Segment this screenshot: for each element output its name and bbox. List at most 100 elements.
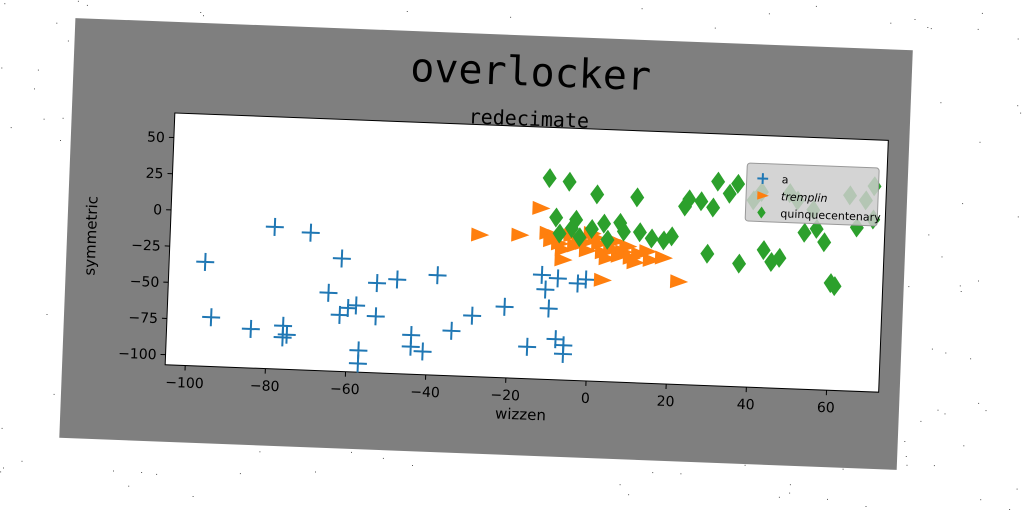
data-point-diamond <box>682 189 697 210</box>
noise-dot <box>1020 112 1022 114</box>
x-tick-label: −60 <box>330 381 360 398</box>
legend: a tremplin quinquecentenary <box>744 162 881 227</box>
x-tick-label: 0 <box>581 391 591 407</box>
noise-dot <box>789 492 791 494</box>
noise-dot <box>931 348 933 350</box>
data-point-plus <box>536 280 555 299</box>
data-point-diamond <box>549 207 564 228</box>
data-point-plus <box>348 354 367 373</box>
noise-dot <box>3 467 4 469</box>
noise-dot <box>927 27 929 28</box>
data-point-plus <box>265 217 284 236</box>
noise-dot <box>933 465 935 467</box>
data-point-plus <box>241 319 260 338</box>
data-point-diamond <box>584 218 599 239</box>
y-axis-ticks: 50 25 0 −25 −50 −75 −100 <box>118 130 174 363</box>
data-point-triangle-right <box>619 238 638 253</box>
data-point-triangle-right <box>532 200 551 215</box>
data-point-diamond <box>817 232 832 253</box>
noise-dot <box>1016 488 1018 490</box>
noise-dot <box>940 102 942 104</box>
noise-dot <box>842 468 844 470</box>
data-point-plus <box>442 321 461 340</box>
noise-dot <box>714 27 716 29</box>
noise-dot <box>62 117 64 119</box>
x-tick-label: −80 <box>250 378 280 395</box>
noise-dot <box>315 471 316 473</box>
legend-marker <box>757 191 769 200</box>
data-point-diamond <box>600 229 615 250</box>
data-point-triangle-right <box>669 274 689 289</box>
data-point-triangle-right <box>593 272 612 287</box>
data-point-plus <box>196 252 215 271</box>
noise-dot <box>351 451 352 453</box>
noise-dot <box>963 445 965 447</box>
data-point-plus <box>495 297 514 316</box>
data-point-diamond <box>722 183 737 204</box>
data-point-plus <box>301 223 320 242</box>
noise-dot <box>789 484 791 486</box>
noise-dot <box>141 472 143 473</box>
noise-dot <box>60 140 61 141</box>
noise-dot <box>21 460 23 462</box>
x-tick-label: 60 <box>817 400 835 417</box>
data-point-diamond <box>644 228 659 249</box>
data-point-diamond <box>732 253 747 274</box>
y-tick-label: 50 <box>147 130 165 147</box>
data-point-triangle-right <box>511 227 530 242</box>
noise-dot <box>192 496 194 497</box>
noise-dot <box>744 464 746 466</box>
data-point-plus <box>576 270 595 289</box>
y-tick-label: 0 <box>153 202 163 218</box>
noise-dot <box>619 484 621 486</box>
data-point-diamond <box>562 171 577 192</box>
data-point-diamond <box>827 276 842 297</box>
noise-dot <box>412 465 413 466</box>
x-tick-label: −40 <box>410 384 440 401</box>
data-point-triangle-right <box>470 227 490 242</box>
x-tick-label: −20 <box>490 387 520 404</box>
noise-dot <box>908 286 910 288</box>
noise-dot <box>941 256 943 258</box>
noise-dot <box>890 22 892 24</box>
data-point-diamond <box>630 187 645 208</box>
data-point-diamond <box>706 197 721 218</box>
data-point-plus <box>401 337 420 356</box>
noise-dot <box>962 203 964 205</box>
data-point-triangle-right <box>642 252 661 267</box>
noise-dot <box>1009 509 1011 510</box>
noise-dot <box>906 464 908 466</box>
x-axis-label: wizzen <box>495 404 547 424</box>
data-point-plus <box>319 283 338 302</box>
data-point-plus <box>388 270 407 289</box>
legend-box <box>744 162 880 227</box>
data-point-plus <box>366 307 385 326</box>
x-tick-label: 40 <box>736 397 754 414</box>
noise-dot <box>67 40 69 42</box>
data-point-diamond <box>632 222 647 243</box>
noise-dot <box>43 118 45 120</box>
x-tick-label: −100 <box>165 375 204 392</box>
noise-dot <box>778 496 780 498</box>
noise-dot <box>510 16 512 18</box>
noise-dot <box>86 4 88 6</box>
data-point-diamond <box>542 168 557 189</box>
y-tick-label: −25 <box>131 238 161 255</box>
noise-dot <box>239 473 241 475</box>
noise-dot <box>930 28 932 30</box>
noise-dot <box>203 15 204 17</box>
data-point-plus <box>202 308 221 327</box>
noise-dot <box>46 314 48 315</box>
data-point-plus <box>332 249 351 268</box>
noise-dot <box>1 427 3 429</box>
data-point-diamond <box>552 223 567 244</box>
noise-dot <box>970 358 972 360</box>
data-point-diamond <box>616 221 631 242</box>
data-point-diamond <box>700 243 715 264</box>
data-point-diamond <box>731 173 746 194</box>
noise-dot <box>981 12 983 14</box>
noise-dot <box>978 402 980 404</box>
chart-title: overlocker <box>409 45 651 100</box>
noise-dot <box>960 291 962 292</box>
data-point-triangle-right <box>554 242 573 257</box>
